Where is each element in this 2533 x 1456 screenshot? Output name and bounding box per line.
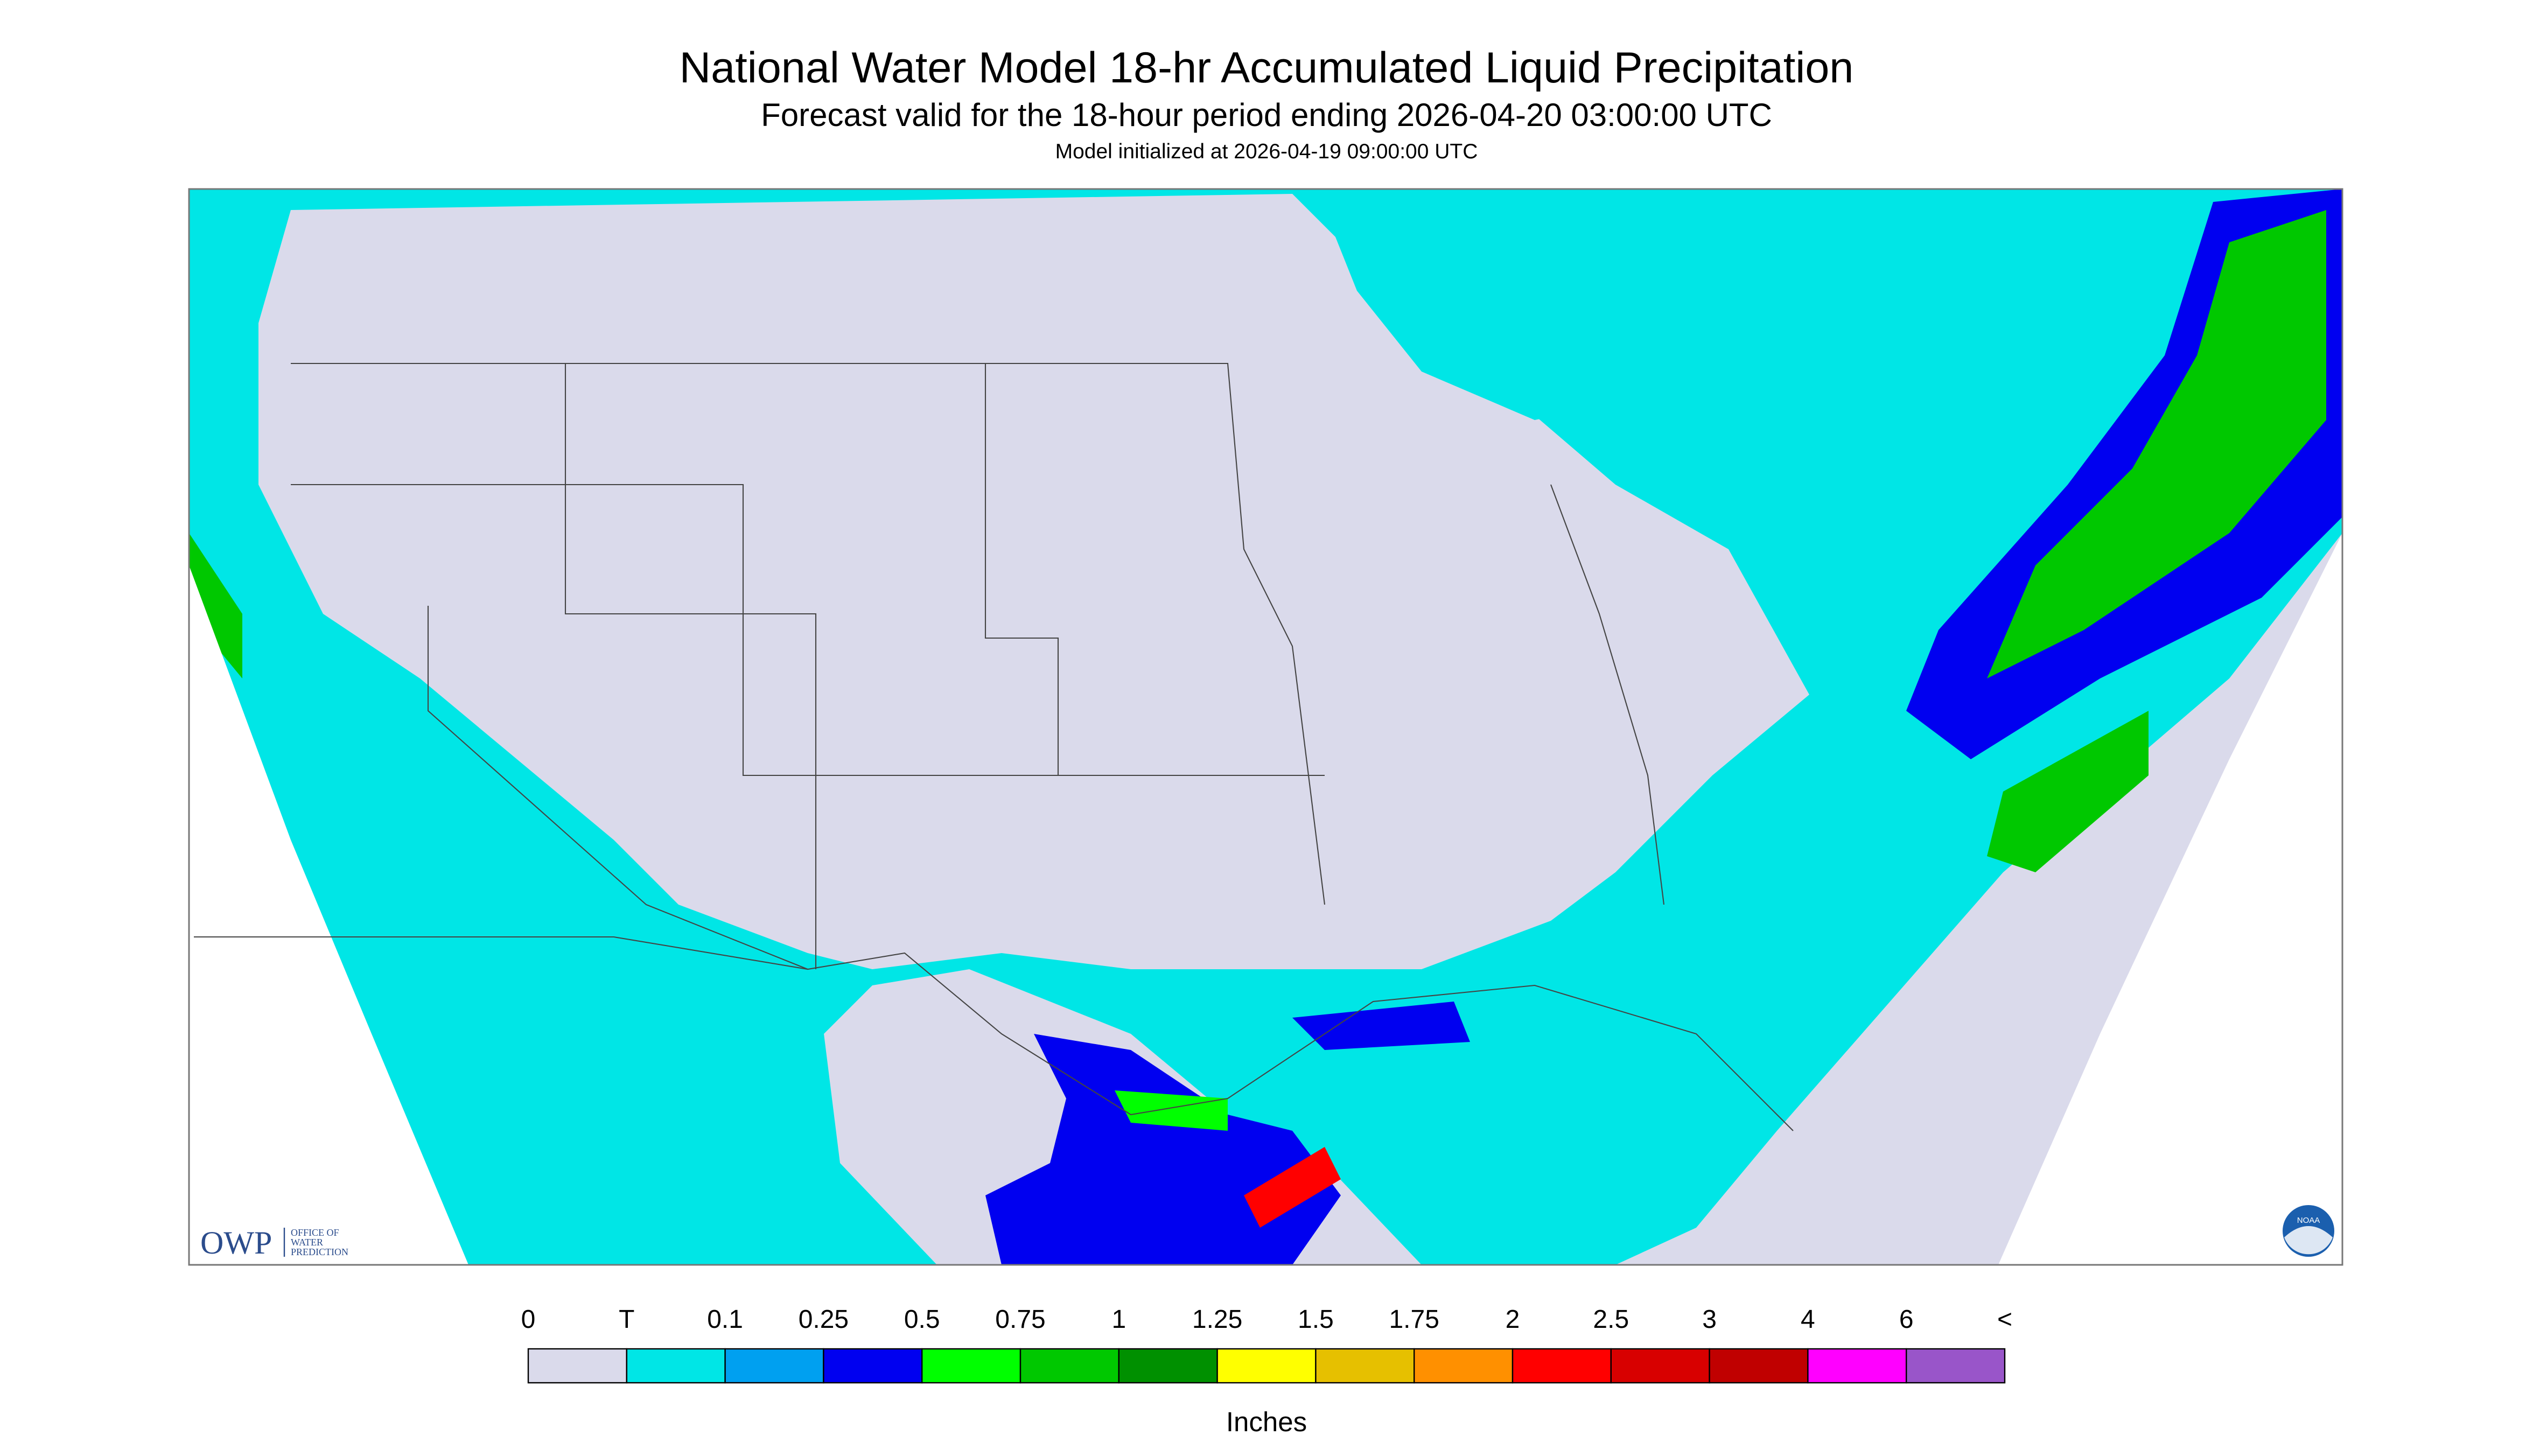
legend-label: 0.5 — [904, 1305, 940, 1334]
owp-text: PREDICTION — [291, 1247, 348, 1257]
legend-label: 1.75 — [1389, 1305, 1439, 1334]
legend-swatch — [1610, 1348, 1710, 1384]
title: National Water Model 18-hr Accumulated L… — [680, 44, 1854, 92]
map: OWP OFFICE OF WATER PREDICTION NOAA — [188, 188, 2343, 1266]
precip-moderate — [1987, 210, 2326, 679]
legend-label: 2 — [1506, 1305, 1520, 1334]
noaa-text: NOAA — [2297, 1216, 2320, 1225]
legend-label: 3 — [1702, 1305, 1717, 1334]
dry-area — [258, 194, 1809, 970]
outside-projection — [1998, 533, 2342, 1265]
legend-swatch — [1807, 1348, 1907, 1384]
owp-text: WATER — [291, 1237, 323, 1248]
legend-swatch — [724, 1348, 824, 1384]
legend-swatch — [921, 1348, 1021, 1384]
owp-text: OFFICE OF — [291, 1227, 339, 1238]
legend-label: < — [1997, 1305, 2012, 1334]
legend-label: 1 — [1111, 1305, 1126, 1334]
outside-projection — [189, 565, 468, 1265]
legend-swatch — [1019, 1348, 1120, 1384]
legend-swatch — [626, 1348, 726, 1384]
boundaries — [194, 362, 1794, 1131]
legend-label: 2.5 — [1593, 1305, 1629, 1334]
legend-label: 6 — [1899, 1305, 1914, 1334]
subtitle: Forecast valid for the 18-hour period en… — [761, 97, 1772, 133]
legend-swatch — [1414, 1348, 1514, 1384]
legend-swatch — [1315, 1348, 1415, 1384]
map-frame — [188, 188, 2343, 1266]
owp-logo: OWP — [200, 1225, 272, 1261]
legend-label: 1.25 — [1192, 1305, 1242, 1334]
legend-label: 0.75 — [995, 1305, 1045, 1334]
legend-swatch — [1118, 1348, 1218, 1384]
legend-swatch — [527, 1348, 628, 1384]
precip-heavy — [1292, 1002, 1470, 1051]
legend-swatch — [1709, 1348, 1809, 1384]
precip-trace — [1325, 210, 1777, 421]
legend-label: T — [619, 1305, 634, 1334]
legend-swatch — [823, 1348, 923, 1384]
precip-moderate — [1115, 1090, 1228, 1131]
legend-swatch — [1512, 1348, 1612, 1384]
precip-moderate — [1987, 711, 2149, 873]
legend-unit: Inches — [1226, 1406, 1307, 1437]
precip-intense — [1244, 1147, 1341, 1228]
legend-label: 4 — [1801, 1305, 1815, 1334]
legend-label: 1.5 — [1298, 1305, 1334, 1334]
legend-label: 0 — [521, 1305, 536, 1334]
noaa-logo-wave — [2284, 1226, 2333, 1255]
legend-label: 0.25 — [799, 1305, 849, 1334]
init-time: Model initialized at 2026-04-19 09:00:00… — [1055, 140, 1478, 163]
legend-swatch — [1216, 1348, 1317, 1384]
precip-moderate — [189, 533, 242, 679]
legend: 0 T 0.1 0.25 0.5 0.75 1 1.25 1.5 1.75 2 2.5 3 4 6 < — [521, 1305, 2012, 1384]
legend-label: 0.1 — [707, 1305, 743, 1334]
legend-swatch — [1905, 1348, 2006, 1384]
